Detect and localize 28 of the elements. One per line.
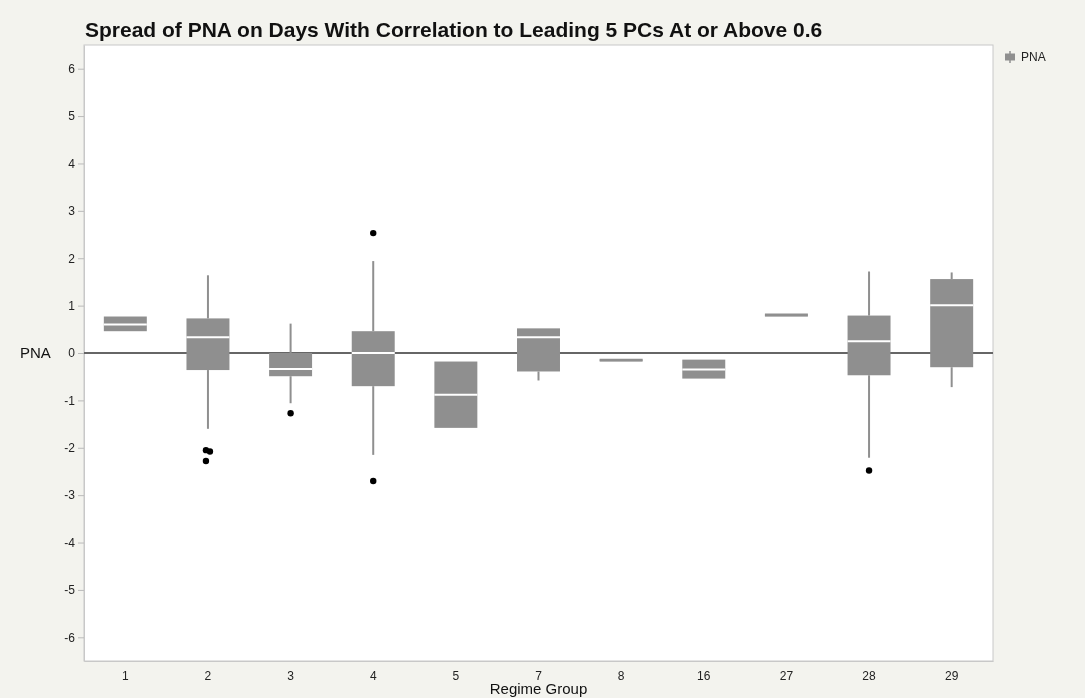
x-tick-label: 3 xyxy=(287,668,295,683)
legend-label: PNA xyxy=(1021,50,1046,65)
y-tick-label: -5 xyxy=(64,583,76,598)
y-tick-label: 4 xyxy=(68,156,76,171)
y-tick-label: -6 xyxy=(64,630,76,645)
x-tick-label: 28 xyxy=(862,668,877,683)
x-tick-label: 16 xyxy=(697,668,711,683)
chart-title: Spread of PNA on Days With Correlation to Leading 5 PCs At or Above 0.6 xyxy=(85,18,823,41)
y-tick-label: -1 xyxy=(64,393,76,408)
x-tick-label: 27 xyxy=(779,668,794,683)
y-tick-label: 1 xyxy=(68,298,76,313)
x-tick-label: 5 xyxy=(452,668,460,683)
y-tick-label: 3 xyxy=(68,204,76,219)
y-tick-label: 6 xyxy=(68,62,76,77)
y-tick-label: 5 xyxy=(68,109,76,124)
x-tick-label: 1 xyxy=(121,668,129,683)
y-tick-label: 2 xyxy=(68,251,76,266)
x-tick-label: 7 xyxy=(535,668,543,683)
y-tick-label: -3 xyxy=(64,488,76,503)
x-tick-label: 4 xyxy=(369,668,377,683)
y-tick-label: 0 xyxy=(68,346,76,361)
y-tick-label: -4 xyxy=(64,535,76,550)
x-tick-label: 2 xyxy=(204,668,212,683)
x-tick-label: 8 xyxy=(617,668,625,683)
x-axis-title: Regime Group xyxy=(489,680,588,697)
y-tick-label: -2 xyxy=(64,441,76,456)
ref-line-label: PNA xyxy=(20,344,51,362)
x-tick-label: 29 xyxy=(945,668,959,683)
